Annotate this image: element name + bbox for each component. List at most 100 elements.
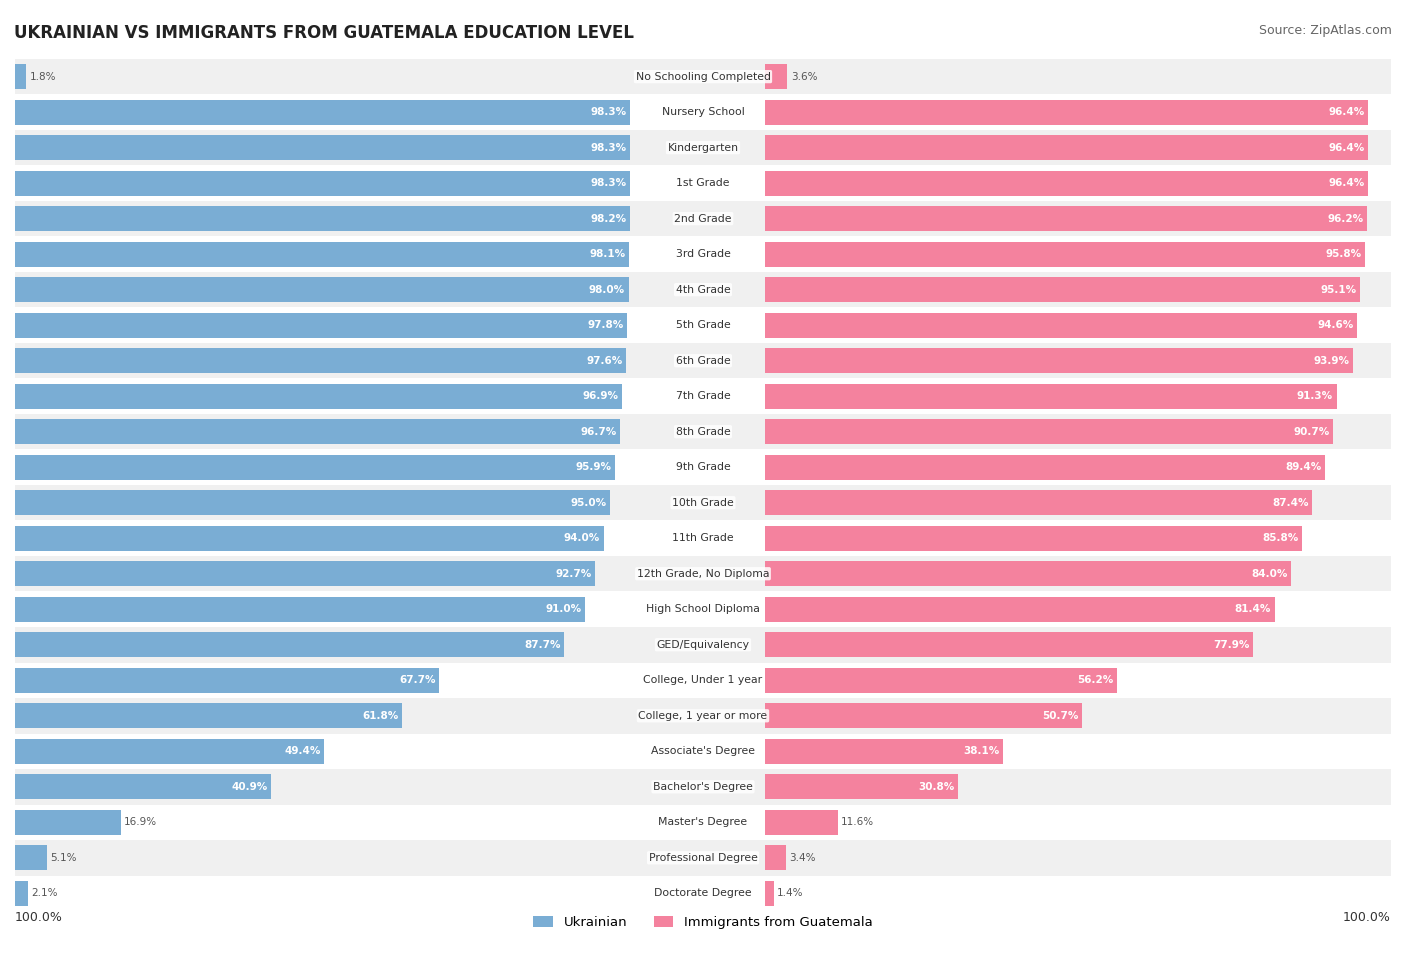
- Text: 87.7%: 87.7%: [524, 640, 561, 649]
- Text: Doctorate Degree: Doctorate Degree: [654, 888, 752, 898]
- Bar: [15, 733, 1391, 769]
- Text: College, Under 1 year: College, Under 1 year: [644, 676, 762, 685]
- Bar: [15, 562, 595, 586]
- Text: 98.3%: 98.3%: [591, 142, 627, 153]
- Bar: [15, 348, 626, 373]
- Bar: [15, 64, 27, 89]
- Bar: [765, 313, 1357, 337]
- Text: 38.1%: 38.1%: [963, 746, 1000, 757]
- Bar: [15, 414, 1391, 449]
- Bar: [15, 242, 628, 266]
- Text: College, 1 year or more: College, 1 year or more: [638, 711, 768, 721]
- Bar: [765, 384, 1337, 409]
- Text: 95.9%: 95.9%: [576, 462, 612, 472]
- Bar: [15, 703, 402, 728]
- Bar: [15, 207, 630, 231]
- Bar: [15, 485, 1391, 521]
- Bar: [15, 810, 121, 835]
- Bar: [15, 272, 1391, 307]
- Text: 3rd Grade: 3rd Grade: [675, 250, 731, 259]
- Bar: [15, 95, 1391, 130]
- Bar: [765, 454, 1324, 480]
- Text: 96.4%: 96.4%: [1329, 107, 1365, 117]
- Text: 98.2%: 98.2%: [591, 214, 626, 223]
- Text: Kindergarten: Kindergarten: [668, 142, 738, 153]
- Text: UKRAINIAN VS IMMIGRANTS FROM GUATEMALA EDUCATION LEVEL: UKRAINIAN VS IMMIGRANTS FROM GUATEMALA E…: [14, 24, 634, 42]
- Bar: [15, 663, 1391, 698]
- Text: 12th Grade, No Diploma: 12th Grade, No Diploma: [637, 568, 769, 579]
- Text: Bachelor's Degree: Bachelor's Degree: [652, 782, 754, 792]
- Text: 5th Grade: 5th Grade: [676, 320, 730, 331]
- Text: 16.9%: 16.9%: [124, 817, 157, 828]
- Bar: [765, 171, 1368, 196]
- Bar: [15, 876, 1391, 911]
- Text: Professional Degree: Professional Degree: [648, 853, 758, 863]
- Text: 96.7%: 96.7%: [581, 427, 617, 437]
- Bar: [15, 449, 1391, 485]
- Text: 49.4%: 49.4%: [284, 746, 321, 757]
- Text: 4th Grade: 4th Grade: [676, 285, 730, 294]
- Text: 94.6%: 94.6%: [1317, 320, 1354, 331]
- Text: 98.3%: 98.3%: [591, 107, 627, 117]
- Text: 97.8%: 97.8%: [588, 320, 624, 331]
- Text: 81.4%: 81.4%: [1234, 604, 1271, 614]
- Text: 7th Grade: 7th Grade: [676, 391, 730, 401]
- Text: 91.0%: 91.0%: [546, 604, 581, 614]
- Text: Associate's Degree: Associate's Degree: [651, 746, 755, 757]
- Bar: [765, 703, 1083, 728]
- Text: 95.0%: 95.0%: [571, 497, 606, 508]
- Text: No Schooling Completed: No Schooling Completed: [636, 71, 770, 82]
- Bar: [765, 277, 1361, 302]
- Bar: [15, 521, 1391, 556]
- Bar: [15, 313, 627, 337]
- Bar: [15, 627, 1391, 663]
- Bar: [15, 698, 1391, 733]
- Bar: [15, 668, 439, 692]
- Text: 10th Grade: 10th Grade: [672, 497, 734, 508]
- Bar: [15, 454, 616, 480]
- Bar: [15, 201, 1391, 236]
- Bar: [15, 556, 1391, 592]
- Bar: [765, 64, 787, 89]
- Text: 90.7%: 90.7%: [1294, 427, 1329, 437]
- Text: 56.2%: 56.2%: [1077, 676, 1114, 685]
- Bar: [15, 171, 630, 196]
- Bar: [15, 880, 28, 906]
- Text: 100.0%: 100.0%: [1343, 911, 1391, 924]
- Text: 30.8%: 30.8%: [918, 782, 955, 792]
- Text: 98.1%: 98.1%: [589, 250, 626, 259]
- Text: 1.8%: 1.8%: [30, 71, 56, 82]
- Text: Nursery School: Nursery School: [662, 107, 744, 117]
- Text: 40.9%: 40.9%: [232, 782, 267, 792]
- Bar: [15, 804, 1391, 840]
- Bar: [765, 633, 1253, 657]
- Bar: [15, 633, 564, 657]
- Text: 85.8%: 85.8%: [1263, 533, 1299, 543]
- Bar: [15, 99, 630, 125]
- Text: High School Diploma: High School Diploma: [647, 604, 759, 614]
- Bar: [765, 490, 1312, 515]
- Text: 96.4%: 96.4%: [1329, 178, 1365, 188]
- Bar: [15, 384, 621, 409]
- Text: 98.3%: 98.3%: [591, 178, 627, 188]
- Text: 9th Grade: 9th Grade: [676, 462, 730, 472]
- Text: 2nd Grade: 2nd Grade: [675, 214, 731, 223]
- Text: 1st Grade: 1st Grade: [676, 178, 730, 188]
- Bar: [15, 840, 1391, 876]
- Bar: [765, 597, 1275, 622]
- Bar: [15, 592, 1391, 627]
- Text: 6th Grade: 6th Grade: [676, 356, 730, 366]
- Text: 92.7%: 92.7%: [555, 568, 592, 579]
- Text: 5.1%: 5.1%: [51, 853, 77, 863]
- Bar: [15, 166, 1391, 201]
- Text: 100.0%: 100.0%: [15, 911, 63, 924]
- Text: 91.3%: 91.3%: [1296, 391, 1333, 401]
- Text: 96.4%: 96.4%: [1329, 142, 1365, 153]
- Bar: [15, 769, 1391, 804]
- Bar: [765, 348, 1353, 373]
- Bar: [15, 58, 1391, 95]
- Bar: [765, 739, 1004, 763]
- Text: 93.9%: 93.9%: [1313, 356, 1350, 366]
- Bar: [765, 207, 1367, 231]
- Bar: [15, 774, 271, 800]
